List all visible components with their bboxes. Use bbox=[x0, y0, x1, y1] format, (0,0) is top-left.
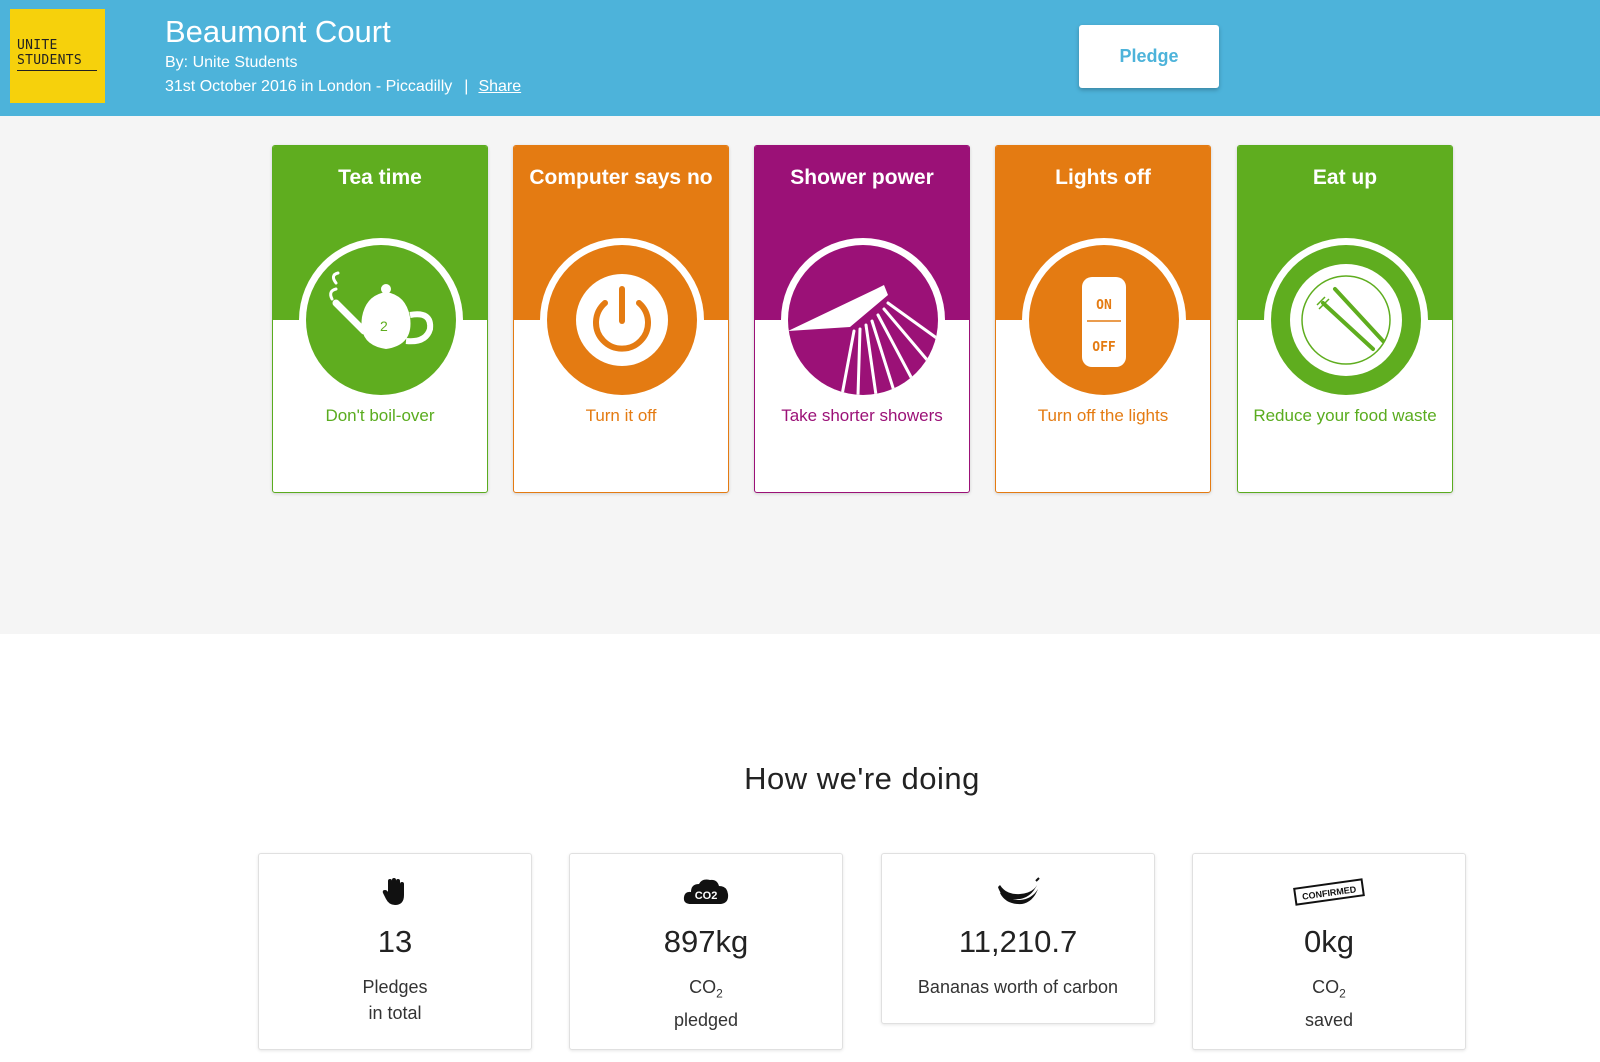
stat-label-line1: Pledges bbox=[362, 977, 428, 997]
pledge-card-eat-up[interactable]: Eat up Reduce your food waste bbox=[1237, 145, 1453, 493]
shower-icon bbox=[788, 245, 938, 395]
banana-icon bbox=[882, 876, 1154, 908]
pledge-button[interactable]: Pledge bbox=[1079, 25, 1219, 88]
card-subtitle: Reduce your food waste bbox=[1253, 406, 1437, 425]
card-subtitle: Turn it off bbox=[585, 406, 657, 425]
switch-off-label: OFF bbox=[1092, 340, 1116, 355]
stat-card-bananas: 11,210.7 Bananas worth of carbon bbox=[881, 853, 1155, 1024]
logo-underline bbox=[17, 70, 97, 71]
card-title: Shower power bbox=[790, 166, 934, 189]
separator: | bbox=[464, 78, 469, 95]
stat-label-line2: saved bbox=[1304, 1009, 1354, 1030]
card-title: Lights off bbox=[1055, 166, 1151, 189]
byline: By: Unite Students bbox=[165, 54, 298, 71]
teapot-icon: 2 bbox=[306, 245, 456, 395]
logo-text-line2: STUDENTS bbox=[17, 53, 83, 68]
pledge-card-lights-off[interactable]: Lights off ON OFF Turn off the lights bbox=[995, 145, 1211, 493]
stat-value: 13 bbox=[377, 924, 413, 959]
card-title: Tea time bbox=[338, 166, 422, 189]
stat-value: 0kg bbox=[1304, 924, 1354, 959]
stat-label: Bananas worth of carbon bbox=[882, 974, 1154, 1000]
stat-label: Pledges in total bbox=[259, 974, 531, 1026]
header-bar: UNITE STUDENTS Beaumont Court By: Unite … bbox=[0, 0, 1600, 116]
co2-cloud-text: CO2 bbox=[695, 890, 718, 902]
confirmed-stamp-icon: CONFIRMED bbox=[1193, 876, 1465, 908]
stat-label-line1: CO bbox=[689, 977, 717, 997]
card-title: Computer says no bbox=[529, 166, 713, 189]
co2-cloud-icon: CO2 bbox=[570, 876, 842, 908]
pledge-card-computer-says-no[interactable]: Computer says no Turn it off bbox=[513, 145, 729, 493]
light-switch-icon: ON OFF bbox=[1029, 245, 1179, 395]
stat-label: CO2 pledged bbox=[570, 974, 842, 1033]
date-location-text: 31st October 2016 in London - Piccadilly bbox=[165, 78, 453, 95]
hand-icon bbox=[259, 876, 531, 908]
card-subtitle: Don't boil-over bbox=[325, 406, 435, 425]
stat-label-line2: in total bbox=[368, 1003, 422, 1023]
pledge-card-shower-power[interactable]: Shower power Take shorter showers bbox=[754, 145, 970, 493]
dateline: 31st October 2016 in London - Piccadilly… bbox=[165, 78, 521, 96]
stat-label-line2: pledged bbox=[673, 1009, 739, 1030]
share-link[interactable]: Share bbox=[478, 78, 522, 95]
stat-value: 11,210.7 bbox=[958, 924, 1078, 959]
stat-card-pledges: 13 Pledges in total bbox=[258, 853, 532, 1050]
switch-on-label: ON bbox=[1096, 298, 1112, 313]
svg-text:2: 2 bbox=[380, 318, 388, 334]
stat-label-line1: Bananas worth of carbon bbox=[917, 977, 1119, 997]
stat-label: CO2 saved bbox=[1193, 974, 1465, 1033]
stat-value: 897kg bbox=[663, 924, 749, 959]
stat-label-subscript: 2 bbox=[716, 986, 723, 1001]
power-icon bbox=[547, 245, 697, 395]
page-title: Beaumont Court bbox=[165, 14, 391, 49]
plate-icon bbox=[1271, 245, 1421, 395]
pledge-card-tea-time[interactable]: Tea time 2 Don't boil-over bbox=[272, 145, 488, 493]
card-subtitle: Take shorter showers bbox=[781, 406, 943, 425]
section-title: How we're doing bbox=[744, 761, 980, 796]
stat-card-co2-saved: CONFIRMED 0kg CO2 saved bbox=[1192, 853, 1466, 1050]
stat-card-co2-pledged: CO2 897kg CO2 pledged bbox=[569, 853, 843, 1050]
stat-label-line1: CO bbox=[1312, 977, 1340, 997]
card-subtitle: Turn off the lights bbox=[1037, 406, 1169, 425]
card-title: Eat up bbox=[1312, 166, 1378, 189]
stat-label-subscript: 2 bbox=[1339, 986, 1346, 1001]
unite-students-logo[interactable]: UNITE STUDENTS bbox=[10, 9, 105, 103]
logo-text-line1: UNITE bbox=[17, 38, 58, 53]
